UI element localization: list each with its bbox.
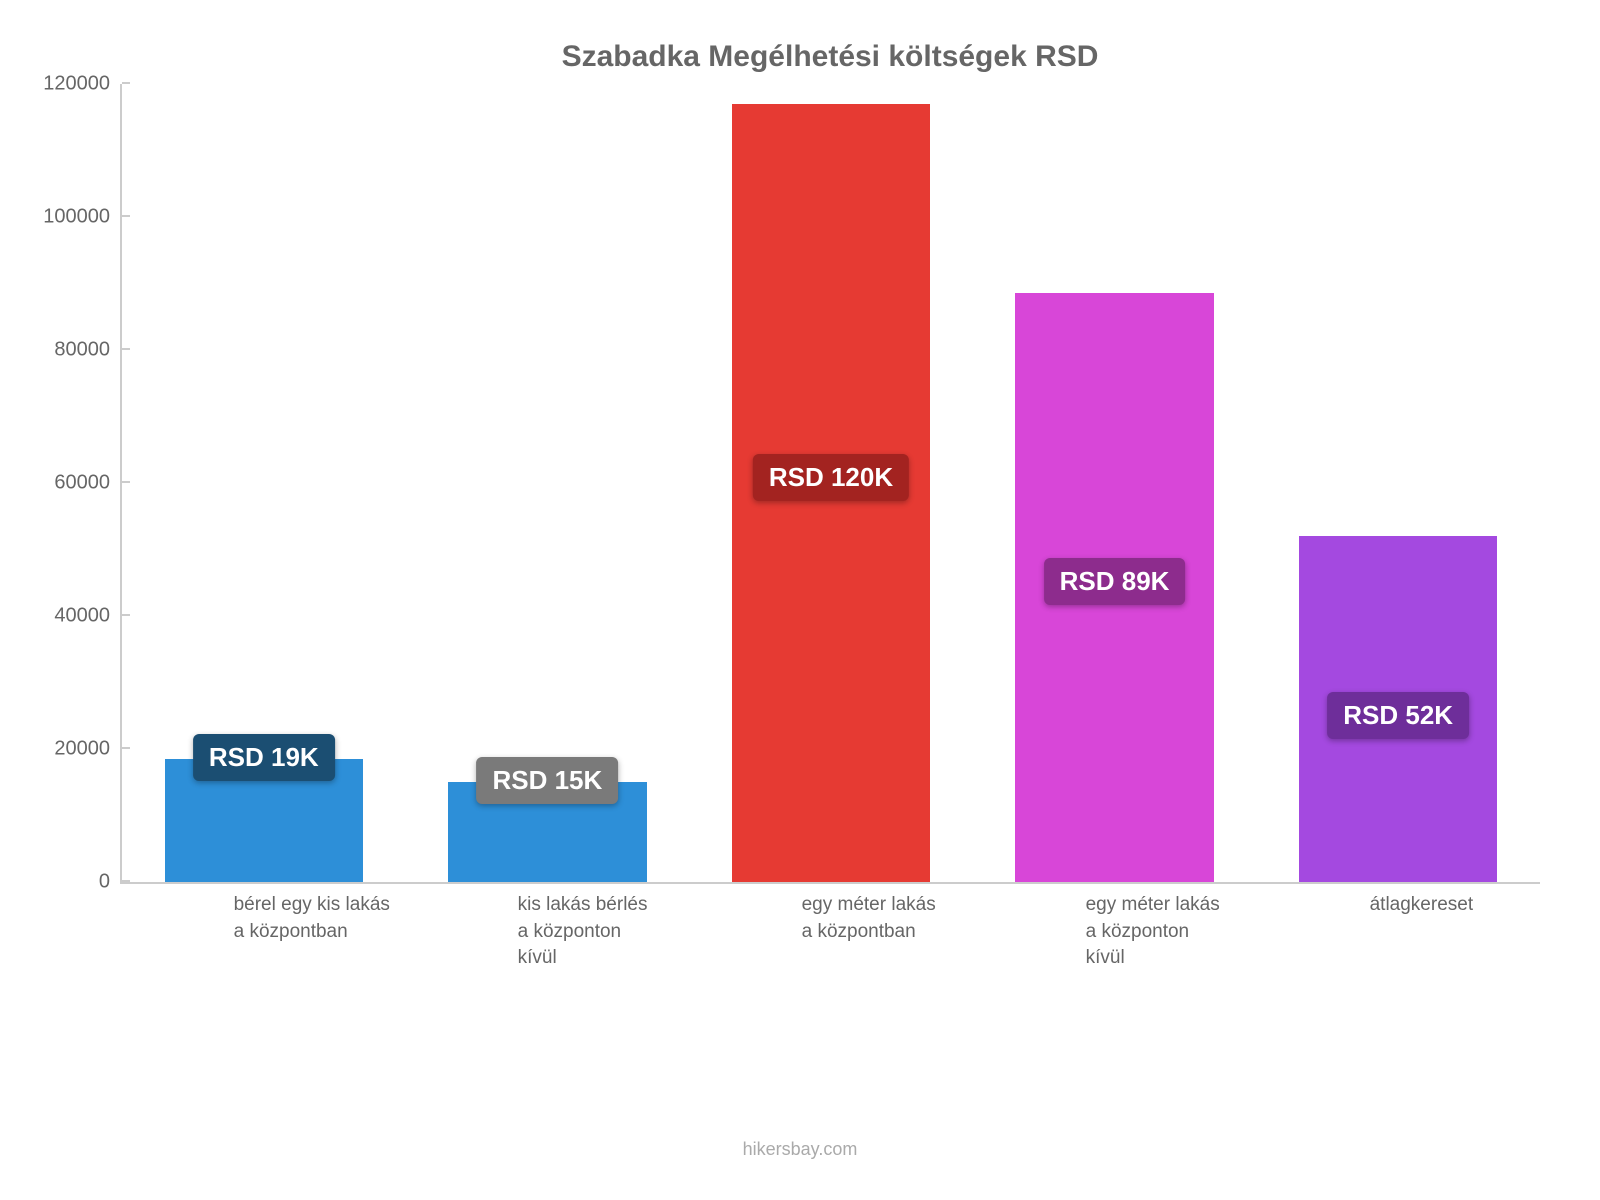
y-tick bbox=[122, 82, 130, 84]
x-category-label: kis lakás bérlésa központonkívül bbox=[518, 892, 648, 972]
y-tick bbox=[122, 481, 130, 483]
bar: RSD 52K bbox=[1299, 536, 1498, 882]
y-tick bbox=[122, 747, 130, 749]
y-tick bbox=[122, 880, 130, 882]
y-tick-label: 60000 bbox=[54, 472, 122, 495]
x-category-label: egy méter lakása központonkívül bbox=[1086, 892, 1220, 972]
bars-group: RSD 19K RSD 15K RSD 120K RSD 89K RSD 52K bbox=[122, 84, 1540, 882]
x-category: egy méter lakása központban bbox=[688, 892, 972, 972]
y-tick-label: 40000 bbox=[54, 605, 122, 628]
y-tick bbox=[122, 614, 130, 616]
plot-area: RSD 19KRSD 15KRSD 120KRSD 89KRSD 52K 020… bbox=[120, 84, 1540, 884]
value-badge: RSD 19K bbox=[193, 734, 335, 781]
y-tick bbox=[122, 348, 130, 350]
value-badge: RSD 52K bbox=[1327, 692, 1469, 739]
bar: RSD 19K bbox=[165, 759, 364, 882]
bar-column: RSD 89K bbox=[973, 84, 1257, 882]
x-category-label: átlagkereset bbox=[1370, 892, 1474, 972]
bar-column: RSD 52K bbox=[1256, 84, 1540, 882]
bar: RSD 89K bbox=[1015, 293, 1214, 882]
x-axis-categories: bérel egy kis lakása központban kis lakás… bbox=[120, 892, 1540, 972]
bar-column: RSD 120K bbox=[689, 84, 973, 882]
y-tick bbox=[122, 215, 130, 217]
bar-column: RSD 15K bbox=[406, 84, 690, 882]
chart-container: Szabadka Megélhetési költségek RSD RSD 1… bbox=[0, 0, 1600, 1200]
x-category: átlagkereset bbox=[1256, 892, 1540, 972]
y-tick-label: 0 bbox=[99, 871, 122, 894]
y-tick-label: 80000 bbox=[54, 339, 122, 362]
value-badge: RSD 89K bbox=[1044, 558, 1186, 605]
y-tick-label: 120000 bbox=[43, 73, 122, 96]
y-tick-label: 20000 bbox=[54, 738, 122, 761]
footer-credit: hikersbay.com bbox=[0, 1139, 1600, 1160]
bar: RSD 120K bbox=[732, 104, 931, 882]
y-tick-label: 100000 bbox=[43, 206, 122, 229]
x-category: kis lakás bérlésa központonkívül bbox=[404, 892, 688, 972]
bar: RSD 15K bbox=[448, 782, 647, 882]
x-category: bérel egy kis lakása központban bbox=[120, 892, 404, 972]
x-category-label: bérel egy kis lakása központban bbox=[234, 892, 390, 972]
x-category-label: egy méter lakása központban bbox=[802, 892, 936, 972]
value-badge: RSD 120K bbox=[753, 454, 909, 501]
x-category: egy méter lakása központonkívül bbox=[972, 892, 1256, 972]
chart-title: Szabadka Megélhetési költségek RSD bbox=[120, 40, 1540, 74]
bar-column: RSD 19K bbox=[122, 84, 406, 882]
value-badge: RSD 15K bbox=[476, 757, 618, 804]
